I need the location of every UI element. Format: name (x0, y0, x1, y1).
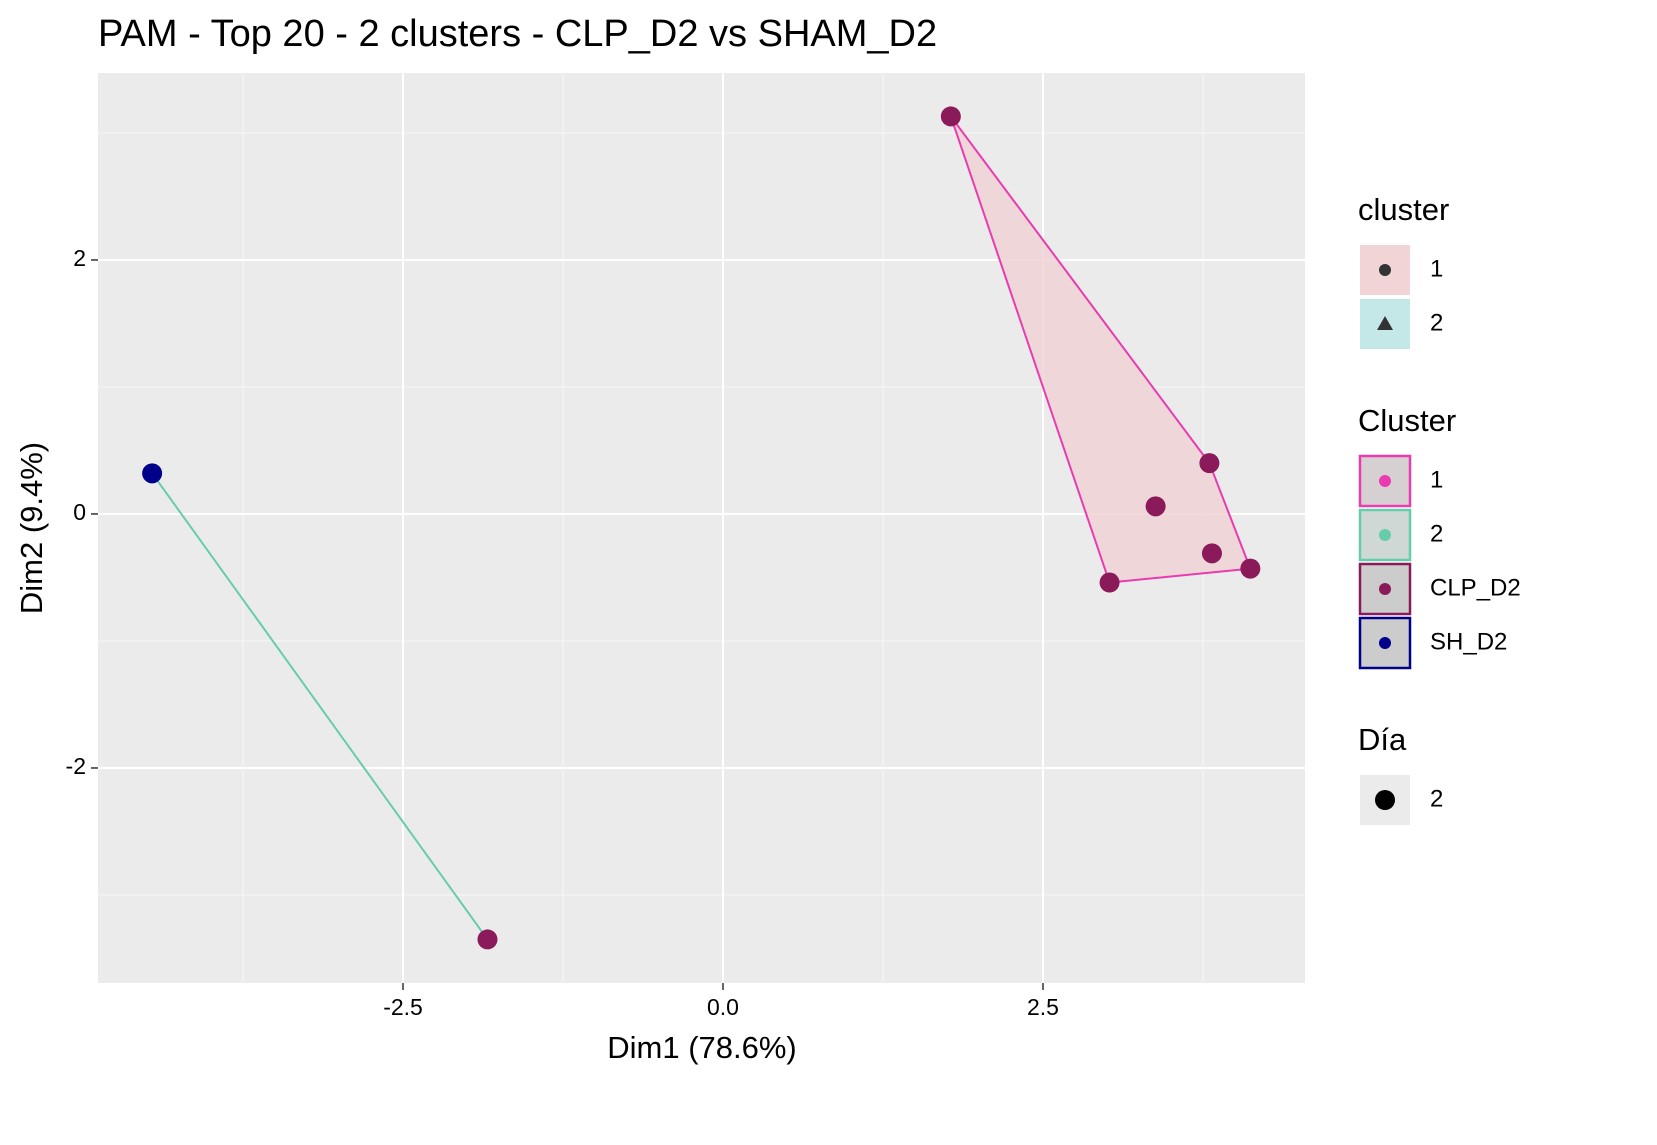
point (1240, 558, 1261, 579)
point (940, 106, 961, 127)
point (1201, 543, 1222, 564)
legend-label: 2 (1430, 309, 1443, 336)
legend-label: 2 (1430, 785, 1443, 812)
legend-symbol (1377, 316, 1393, 330)
y-tick-label: -2 (66, 753, 86, 779)
legend-title: Cluster (1358, 403, 1456, 438)
chart-title: PAM - Top 20 - 2 clusters - CLP_D2 vs SH… (98, 13, 937, 55)
point (477, 929, 498, 950)
point (1145, 496, 1166, 517)
legend-label: SH_D2 (1430, 628, 1507, 655)
legend-label: 1 (1430, 255, 1443, 282)
x-tick-label: 0.0 (707, 994, 739, 1020)
legend-symbol (1379, 264, 1391, 276)
legend-label: 2 (1430, 520, 1443, 547)
y-tick-label: 2 (73, 245, 86, 271)
legend-symbol (1379, 637, 1391, 649)
legend-title: Día (1358, 722, 1407, 757)
point (1099, 572, 1120, 593)
legend-label: 1 (1430, 466, 1443, 493)
y-axis-title: Dim2 (9.4%) (14, 442, 49, 614)
x-axis-title: Dim1 (78.6%) (607, 1030, 797, 1065)
y-tick-label: 0 (73, 499, 86, 525)
legend-symbol (1379, 529, 1391, 541)
legend-label: CLP_D2 (1430, 574, 1521, 601)
point (1199, 453, 1220, 474)
x-tick-label: -2.5 (383, 994, 423, 1020)
x-tick-label: 2.5 (1027, 994, 1059, 1020)
point (142, 463, 163, 484)
legend-title: cluster (1358, 192, 1449, 227)
legend-symbol (1379, 583, 1391, 595)
legend-symbol (1375, 790, 1395, 810)
legend-symbol (1379, 475, 1391, 487)
